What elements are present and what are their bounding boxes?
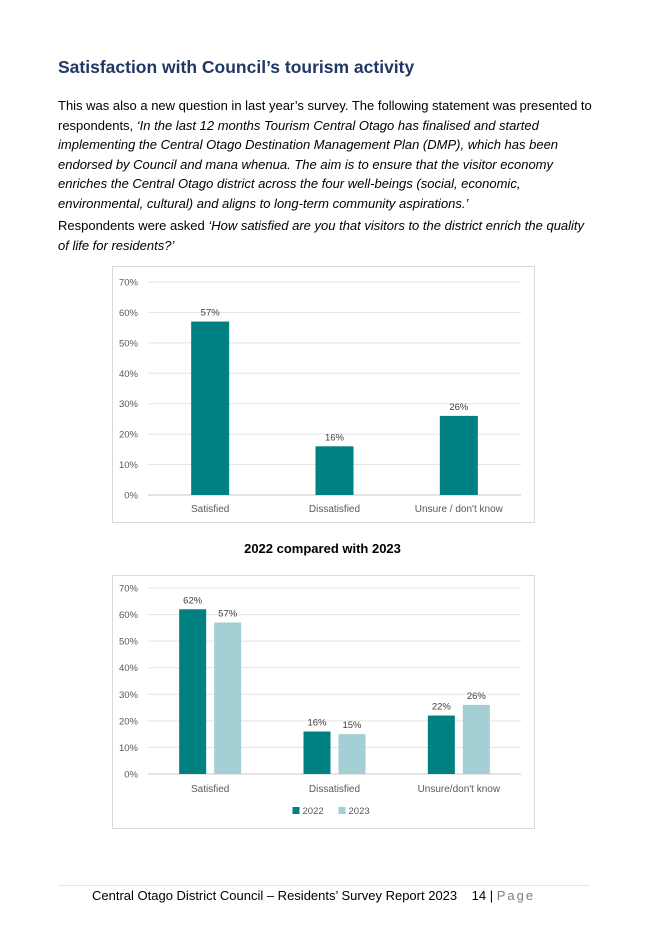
legend-swatch — [292, 807, 300, 814]
data-label: 62% — [183, 595, 203, 606]
legend-label: 2023 — [349, 806, 370, 817]
bar-2023-0 — [214, 622, 242, 774]
section-heading: Satisfaction with Council’s tourism acti… — [58, 57, 415, 77]
page-footer: Central Otago District Council – Residen… — [92, 888, 535, 903]
y-tick-label: 20% — [119, 716, 139, 727]
y-tick-label: 0% — [124, 770, 138, 781]
bar-2023-1 — [338, 734, 366, 774]
data-label: 15% — [342, 720, 362, 731]
category-label: Unsure/don't know — [418, 784, 501, 795]
y-tick-label: 30% — [119, 690, 139, 701]
question-intro-text: Respondents were asked — [58, 218, 209, 233]
y-tick-label: 40% — [119, 663, 139, 674]
y-tick-label: 60% — [119, 610, 139, 621]
statement-quote: ‘In the last 12 months Tourism Central O… — [58, 117, 559, 211]
comparison-chart-title: 2022 compared with 2023 — [244, 541, 401, 556]
question-quote: ‘How satisfied are you that visitors to … — [58, 218, 585, 253]
y-tick-label: 70% — [119, 278, 139, 289]
data-label: 26% — [449, 402, 469, 413]
footer-divider — [58, 885, 590, 886]
y-tick-label: 60% — [119, 308, 139, 319]
data-label: 16% — [325, 432, 345, 443]
category-label: Dissatisfied — [309, 784, 360, 795]
legend-label: 2022 — [303, 806, 324, 817]
page-number: 14 — [471, 888, 487, 903]
y-tick-label: 50% — [119, 637, 139, 648]
category-label: Satisfied — [191, 784, 229, 795]
page-word: Page — [496, 888, 536, 903]
chart-svg: 0% 10% 20% 30% 40% 50% 60% 70% 57% Satisfied 16% Di… — [119, 278, 521, 515]
comparison-chart: 0% 10% 20% 30% 40% 50% 60% 70% 62% 57% Satisfied 16… — [112, 575, 535, 829]
y-tick-label: 30% — [119, 399, 139, 410]
bar-2023-2 — [462, 704, 490, 774]
y-tick-label: 0% — [124, 491, 138, 502]
footer-separator: | — [489, 888, 494, 903]
category-label: Unsure / don't know — [415, 504, 504, 515]
category-label: Satisfied — [191, 504, 229, 515]
bar-2022-1 — [303, 731, 331, 774]
data-label: 57% — [201, 308, 221, 319]
data-label: 57% — [218, 609, 238, 620]
data-label: 16% — [307, 717, 327, 728]
y-tick-label: 50% — [119, 338, 139, 349]
y-tick-label: 20% — [119, 430, 139, 441]
bar-series-0 — [191, 321, 230, 495]
satisfaction-chart-2023: 0% 10% 20% 30% 40% 50% 60% 70% 57% Satisfied 16% Di… — [112, 266, 535, 523]
bar-series-2 — [439, 415, 478, 495]
question-paragraph: Respondents were asked ‘How satisfied ar… — [58, 216, 598, 255]
legend-swatch — [338, 807, 346, 814]
y-tick-label: 10% — [119, 743, 139, 754]
category-label: Dissatisfied — [309, 504, 360, 515]
y-tick-label: 70% — [119, 584, 139, 595]
intro-paragraph: This was also a new question in last yea… — [58, 96, 598, 213]
intro-text: This was also a new question in last yea… — [58, 98, 592, 133]
data-label: 26% — [467, 691, 487, 702]
bar-series-1 — [315, 446, 354, 495]
data-label: 22% — [432, 702, 452, 713]
bar-2022-0 — [179, 609, 207, 774]
bar-2022-2 — [427, 715, 455, 774]
y-tick-label: 10% — [119, 460, 139, 471]
chart-svg: 0% 10% 20% 30% 40% 50% 60% 70% 62% 57% Satisfied 16… — [119, 584, 521, 817]
footer-text: Central Otago District Council – Residen… — [92, 888, 458, 903]
y-tick-label: 40% — [119, 369, 139, 380]
